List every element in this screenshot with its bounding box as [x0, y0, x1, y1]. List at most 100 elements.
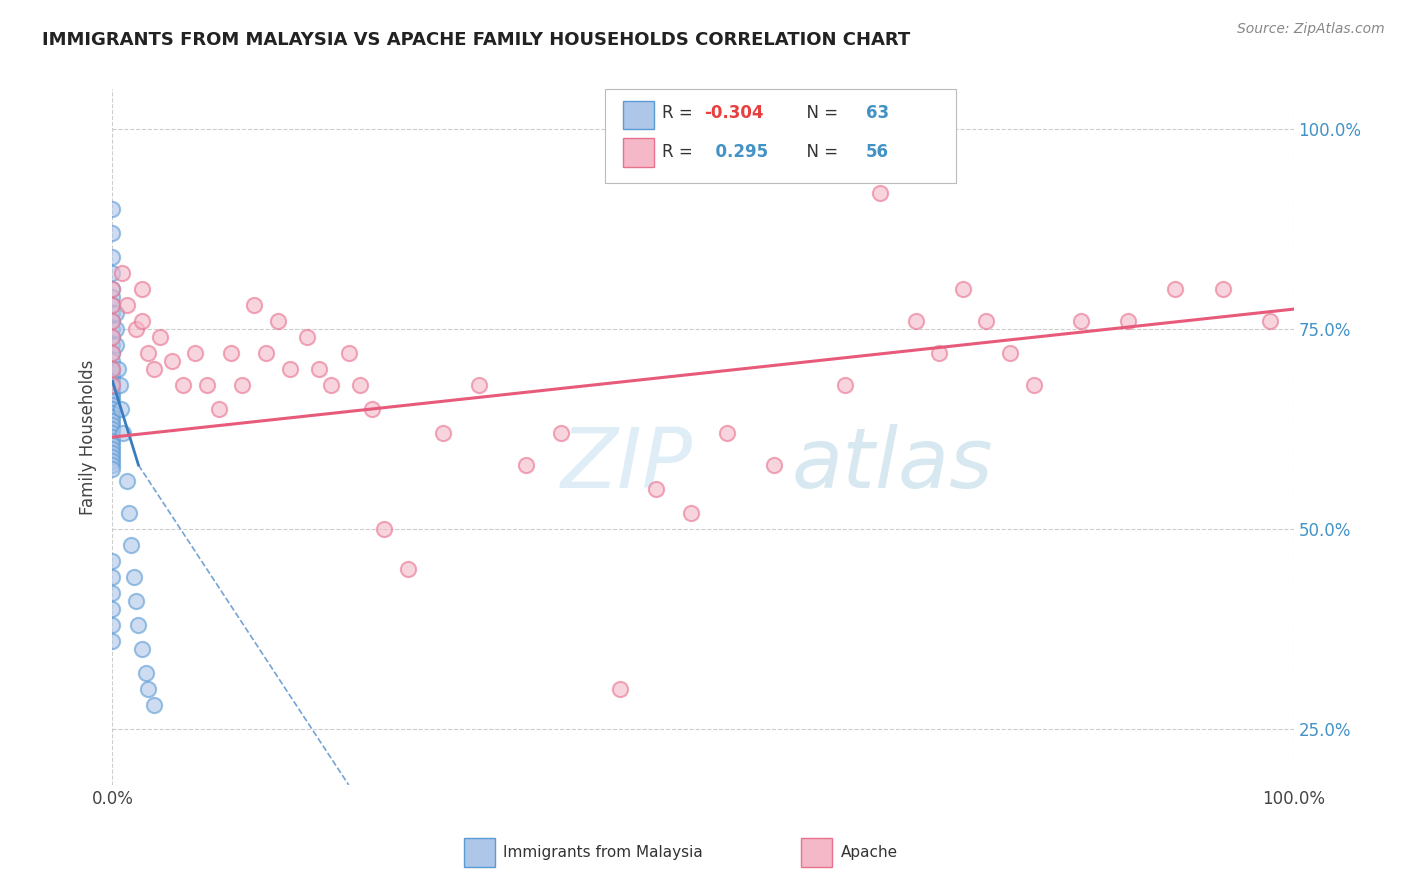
Point: [267, 314, 290, 328]
Point: [243, 298, 266, 312]
Point: [101, 414, 124, 428]
Point: [254, 346, 277, 360]
Point: [125, 322, 148, 336]
Point: [131, 642, 153, 657]
Point: [869, 186, 891, 201]
Point: [131, 282, 153, 296]
Point: [101, 362, 124, 376]
Point: [101, 398, 124, 412]
Point: [952, 282, 974, 296]
Point: [101, 430, 124, 444]
Text: Apache: Apache: [841, 846, 898, 860]
Point: [101, 458, 124, 472]
Text: N =: N =: [796, 104, 844, 122]
Point: [101, 346, 124, 360]
Point: [101, 402, 124, 417]
Point: [120, 538, 142, 552]
Point: [1116, 314, 1139, 328]
Point: [105, 306, 128, 320]
Point: [762, 458, 785, 472]
Point: [101, 298, 124, 312]
Point: [976, 314, 998, 328]
Point: [716, 426, 738, 441]
Point: [101, 362, 124, 376]
Point: [681, 506, 703, 520]
Point: [101, 290, 124, 304]
Point: [101, 338, 124, 352]
Point: [219, 346, 242, 360]
Point: [928, 346, 950, 360]
Point: [101, 354, 124, 368]
Point: [1164, 282, 1187, 296]
Point: [101, 266, 124, 280]
Point: [1212, 282, 1234, 296]
Point: [101, 330, 124, 344]
Point: [142, 698, 165, 712]
Point: [107, 362, 129, 376]
Point: [115, 298, 138, 312]
Point: [373, 522, 395, 536]
Point: [308, 362, 330, 376]
Point: [101, 426, 124, 441]
Text: IMMIGRANTS FROM MALAYSIA VS APACHE FAMILY HOUSEHOLDS CORRELATION CHART: IMMIGRANTS FROM MALAYSIA VS APACHE FAMIL…: [42, 31, 911, 49]
Text: 63: 63: [866, 104, 889, 122]
Point: [172, 378, 194, 392]
Point: [278, 362, 301, 376]
Point: [101, 634, 124, 648]
Point: [101, 346, 124, 360]
Point: [184, 346, 207, 360]
Point: [101, 570, 124, 584]
Point: [101, 406, 124, 420]
Point: [550, 426, 572, 441]
Point: [319, 378, 342, 392]
Point: [208, 402, 231, 417]
Text: 56: 56: [866, 143, 889, 161]
Text: ZIP: ZIP: [561, 425, 693, 506]
Point: [361, 402, 384, 417]
Point: [101, 418, 124, 433]
Point: [101, 586, 124, 600]
Point: [101, 442, 124, 456]
Point: [105, 322, 128, 336]
Point: [101, 390, 124, 404]
Point: [118, 506, 141, 520]
Text: Source: ZipAtlas.com: Source: ZipAtlas.com: [1237, 22, 1385, 37]
Point: [135, 665, 157, 680]
Point: [131, 314, 153, 328]
Point: [127, 618, 149, 632]
Point: [125, 594, 148, 608]
Point: [101, 298, 124, 312]
Point: [160, 354, 183, 368]
Point: [101, 202, 124, 216]
Point: [101, 282, 124, 296]
Point: [349, 378, 371, 392]
Point: [101, 618, 124, 632]
Point: [609, 681, 631, 696]
Point: [101, 378, 124, 392]
Point: [467, 378, 489, 392]
Point: [101, 462, 124, 476]
Point: [1070, 314, 1092, 328]
Text: R =: R =: [662, 143, 699, 161]
Point: [904, 314, 927, 328]
Point: [101, 330, 124, 344]
Point: [115, 474, 138, 488]
Point: [101, 374, 124, 388]
Text: R =: R =: [662, 104, 699, 122]
Text: -0.304: -0.304: [704, 104, 763, 122]
Point: [101, 454, 124, 468]
Point: [998, 346, 1021, 360]
Point: [136, 681, 159, 696]
Point: [515, 458, 537, 472]
Point: [101, 410, 124, 425]
Point: [112, 426, 135, 441]
Point: [149, 330, 172, 344]
Point: [101, 366, 124, 380]
Text: N =: N =: [796, 143, 844, 161]
Point: [101, 382, 124, 396]
Point: [396, 562, 419, 576]
Text: atlas: atlas: [792, 425, 993, 506]
Point: [337, 346, 360, 360]
Point: [101, 250, 124, 264]
Point: [1022, 378, 1045, 392]
